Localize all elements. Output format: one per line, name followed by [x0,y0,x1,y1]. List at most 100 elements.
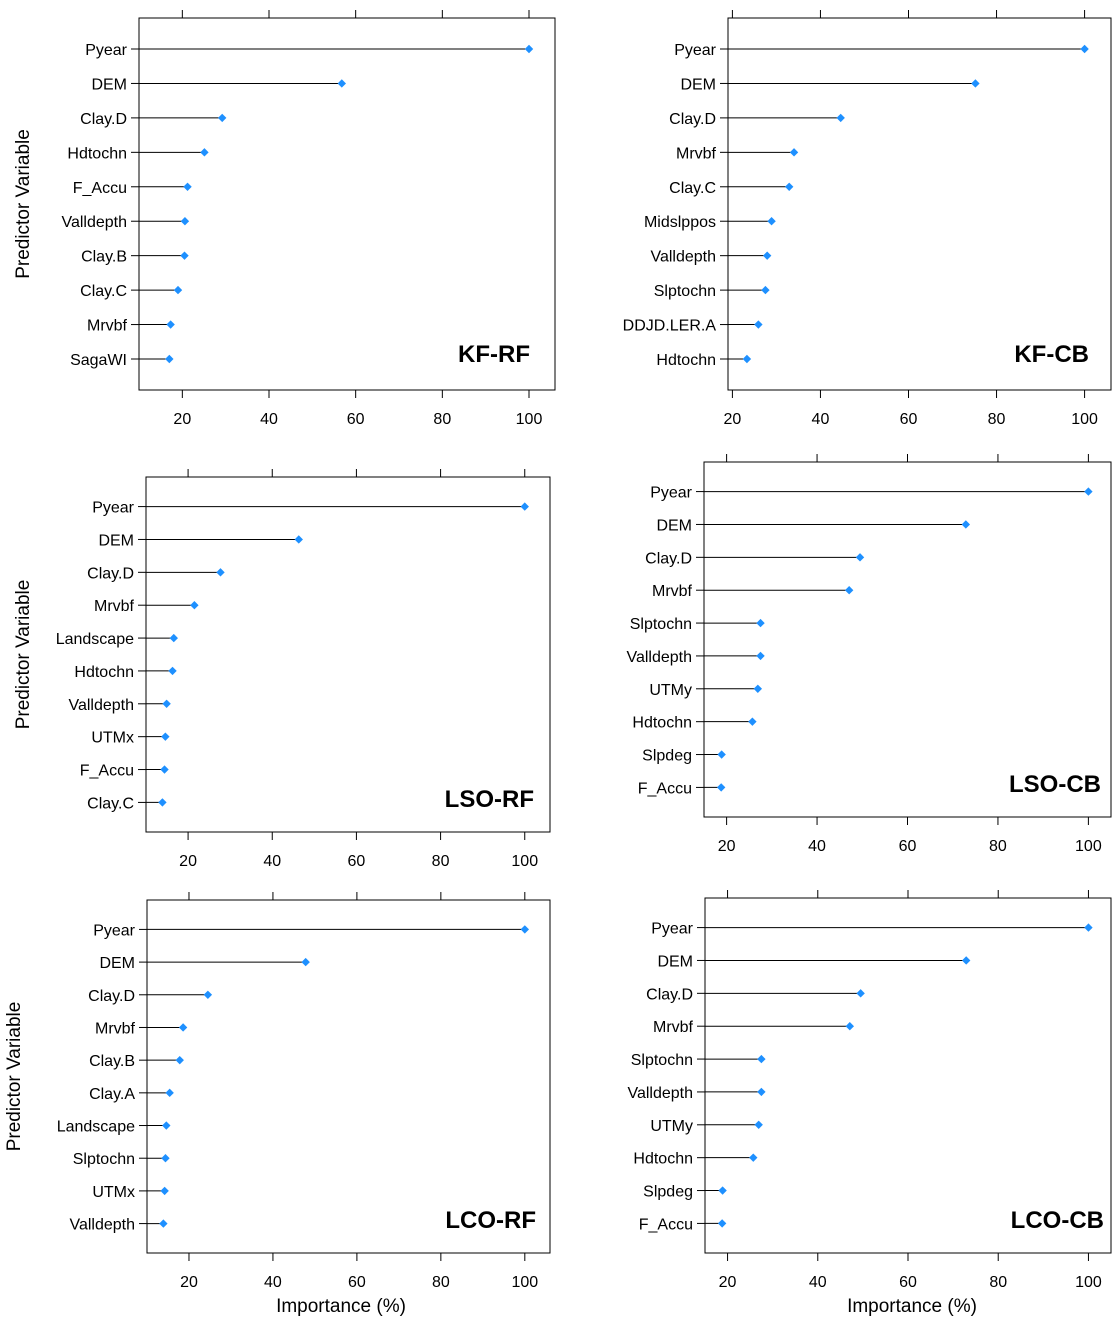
panel-tag: KF-RF [458,341,530,368]
x-tick-label: 80 [432,1274,450,1291]
importance-point [158,798,167,807]
importance-point [844,585,854,595]
variable-label: Landscape [56,631,134,648]
variable-label: Pyear [650,485,692,502]
variable-label: Slpdeg [643,1184,693,1201]
importance-point [1080,44,1089,54]
variable-label: Pyear [85,42,127,59]
panel-frame [703,461,1112,818]
panel-tag: LCO-RF [445,1207,536,1234]
x-tick-label: 100 [511,853,538,870]
importance-point [756,651,765,661]
variable-label: Slpdeg [642,748,692,765]
x-tick-label: 80 [989,838,1007,855]
variable-label: Hdtochn [74,664,134,681]
variable-label: Pyear [92,500,134,517]
importance-point [856,989,865,998]
x-tick-label: 20 [173,411,191,428]
x-axis-title: Importance (%) [276,1296,406,1317]
importance-point [716,783,726,792]
variable-label: Pyear [674,42,716,59]
variable-label: Pyear [651,921,693,938]
importance-point [520,502,529,511]
importance-point [162,1121,171,1130]
importance-point [166,320,175,329]
variable-label: DEM [91,76,127,93]
panel-tag: LSO-RF [445,786,534,813]
importance-point [190,600,199,610]
variable-label: DEM [99,955,135,972]
importance-point [754,320,763,329]
panel-lso-cb: 20 40 60 80 100 Pyear DEM Clay.D Mrvbf Slptochn Va… [626,454,1112,855]
variable-label: Valldepth [626,649,692,666]
importance-point [718,1186,727,1195]
importance-point [748,717,757,726]
panel-tag: KF-CB [1014,341,1089,368]
x-tick-label: 60 [348,853,366,870]
panel-lco-cb: 20 40 60 80 100 Pyear DEM Clay.D Mrvbf Slptochn Va… [627,890,1112,1317]
x-tick-label: 20 [180,1274,198,1291]
x-tick-label: 20 [179,853,197,870]
x-tick-label: 100 [1075,838,1102,855]
variable-label: Clay.A [89,1086,135,1103]
variable-label: Pyear [93,922,135,939]
x-tick-label: 100 [1075,1274,1102,1291]
variable-label: UTMx [91,730,134,747]
variable-label: Clay.D [80,111,127,128]
panel-frame [145,476,551,833]
variable-label: F_Accu [639,1216,693,1233]
x-tick-label: 40 [263,853,281,870]
variable-label: Mrvbf [87,318,128,335]
variable-label: Clay.D [669,111,716,128]
variable-label: Mrvbf [676,145,717,162]
x-tick-label: 80 [432,853,450,870]
variable-label: DEM [657,953,693,970]
importance-point [756,618,765,628]
importance-point [789,148,799,157]
panel-lso-rf: 20 40 60 80 100 Pyear DEM Clay.D Mrvbf Landscape H… [13,469,551,870]
x-tick-label: 20 [718,838,736,855]
importance-point [762,251,772,260]
importance-point [836,113,845,123]
variable-label: DDJD.LER.A [623,318,717,335]
panel-tag: LCO-CB [1011,1207,1104,1234]
x-tick-label: 100 [516,411,543,428]
importance-point [784,182,794,191]
importance-point [742,354,752,364]
importance-point [961,956,971,965]
importance-point [749,1153,758,1162]
variable-label: Clay.D [87,565,134,582]
x-tick-label: 60 [348,1274,366,1291]
importance-point [294,535,303,544]
importance-point [717,1219,727,1228]
importance-point [168,666,177,676]
importance-point [1084,923,1093,932]
variable-label: Clay.D [88,988,135,1005]
variable-label: Hdtochn [67,145,127,162]
variable-label: Clay.C [669,180,716,197]
variable-label: Hdtochn [633,1151,693,1168]
importance-point [216,568,225,577]
importance-point [767,217,776,226]
variable-label: Clay.D [645,550,692,567]
variable-label: Mrvbf [94,598,135,615]
y-axis-title: Predictor Variable [13,129,34,279]
x-tick-label: 80 [989,1274,1007,1291]
panel-frame [138,17,556,391]
variable-label: F_Accu [73,180,127,197]
variable-label: Midslppos [644,214,716,231]
importance-point [180,251,189,260]
importance-point [173,285,183,295]
importance-point [161,1154,170,1163]
x-tick-label: 80 [433,411,451,428]
panel-frame [146,899,551,1254]
importance-point [524,44,534,54]
variable-label: Hdtochn [656,352,716,369]
importance-point [159,1219,168,1228]
x-tick-label: 100 [1071,411,1098,428]
importance-point [1084,487,1093,496]
variable-label: Clay.B [89,1053,135,1070]
importance-point [160,765,169,774]
importance-point [855,553,865,562]
